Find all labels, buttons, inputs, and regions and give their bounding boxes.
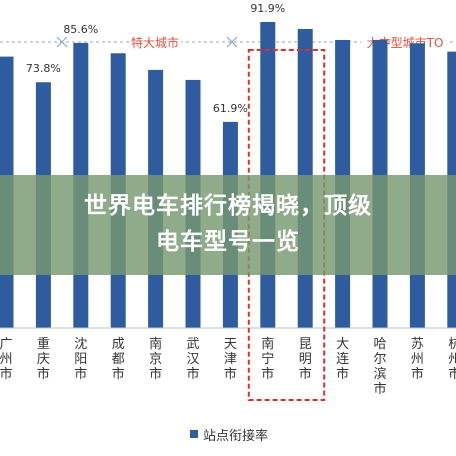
chart-legend: 站点衔接率 bbox=[190, 424, 268, 444]
data-label: 85.6% bbox=[63, 23, 98, 36]
legend-swatch bbox=[190, 430, 198, 438]
data-label: 73.8% bbox=[26, 62, 61, 75]
category-label: 广州市 bbox=[0, 337, 13, 382]
category-label: 武汉市 bbox=[186, 337, 199, 382]
headline-banner bbox=[0, 175, 456, 275]
headline-line-2: 电车型号一览 bbox=[156, 229, 300, 255]
region-divider-marker bbox=[226, 36, 238, 48]
category-label: 沈阳市 bbox=[74, 337, 87, 382]
category-label: 苏州市 bbox=[411, 336, 424, 382]
category-label: 南宁市 bbox=[261, 336, 274, 382]
region-label: 特大城市 bbox=[131, 35, 179, 50]
legend-label: 站点衔接率 bbox=[203, 428, 269, 444]
region-label-bg bbox=[129, 33, 181, 51]
data-label: 61.9% bbox=[213, 102, 248, 115]
category-label: 杭州市 bbox=[448, 337, 456, 382]
region-divider-marker bbox=[56, 36, 68, 48]
category-label: 成都市 bbox=[112, 337, 125, 382]
category-label: 哈尔滨市 bbox=[373, 337, 386, 397]
category-label: 南京市 bbox=[149, 336, 162, 382]
category-label: 重庆市 bbox=[37, 336, 50, 382]
category-label: 天津市 bbox=[224, 337, 237, 382]
data-label: 91.9% bbox=[250, 2, 285, 15]
category-label: 昆明市 bbox=[299, 337, 312, 382]
headline-line-1: 世界电车排行榜揭晓，顶级 bbox=[84, 193, 372, 219]
headline-text: 世界电车排行榜揭晓，顶级 电车型号一览 bbox=[0, 188, 456, 260]
category-label: 大连市 bbox=[336, 337, 349, 382]
